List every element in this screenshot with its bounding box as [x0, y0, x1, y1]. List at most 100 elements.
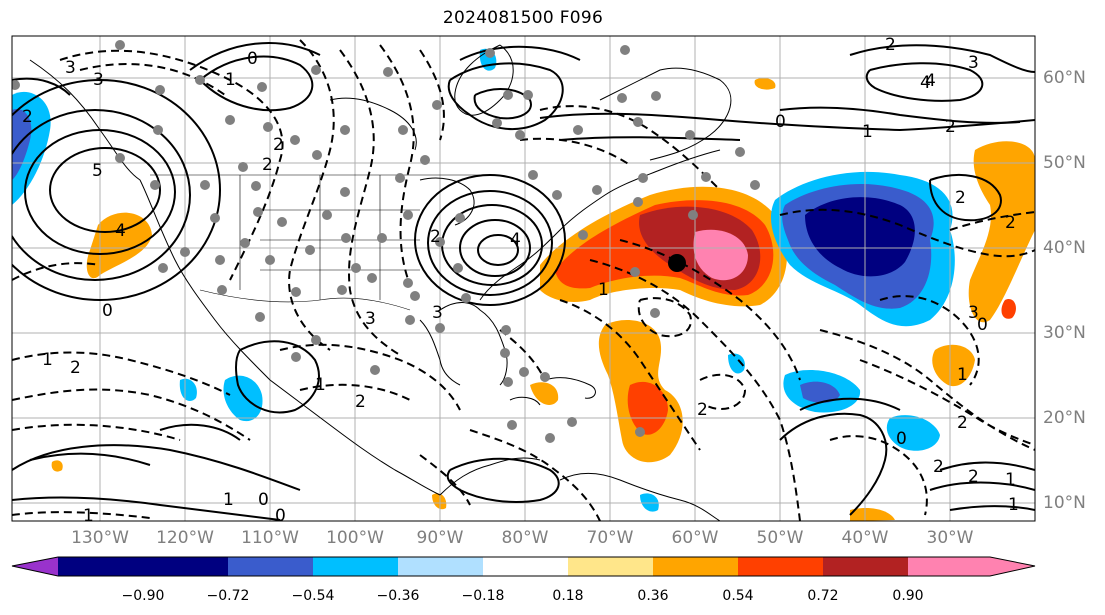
- colorbar-bin: [313, 557, 398, 576]
- contour-label: 4: [925, 71, 936, 91]
- lon-label: 100°W: [326, 528, 384, 548]
- navy-shading-atlantic: [805, 197, 915, 277]
- colorbar-bin: [738, 557, 823, 576]
- contour-label: 3: [65, 58, 76, 78]
- orange-patch-north: [754, 77, 776, 90]
- coastlines: [29, 44, 732, 521]
- blue-core-pacific: [12, 109, 32, 180]
- lon-label: 120°W: [156, 528, 214, 548]
- contour-label: 2: [945, 117, 956, 137]
- contour-label: 2: [885, 35, 896, 55]
- colorbar-tick-label: 0.18: [552, 588, 584, 604]
- colorbar-tick-label: −0.90: [121, 588, 165, 604]
- contour-label: 1: [83, 506, 94, 526]
- contour-label: 1: [1008, 495, 1019, 515]
- lon-label: 130°W: [71, 528, 129, 548]
- colorbar-extend-high: [990, 557, 1035, 576]
- contour-label: 3: [968, 303, 979, 323]
- blue-patch-central: [728, 353, 745, 374]
- contour-label: 1: [223, 490, 234, 510]
- solid-contours: [12, 42, 1035, 521]
- red-spot-east: [1001, 299, 1016, 319]
- contour-label: 3: [93, 70, 104, 90]
- lat-label: 30°N: [1043, 323, 1086, 343]
- contour-label: 1: [42, 350, 53, 370]
- contour-label: 2: [430, 227, 441, 247]
- colorbar-tick-label: −0.18: [461, 588, 505, 604]
- contour-label: 3: [365, 309, 376, 329]
- blue-patch-mexico: [223, 375, 263, 422]
- contour-label: 4: [510, 230, 521, 250]
- storm-location-marker: [668, 254, 686, 272]
- contour-label: 1: [1005, 470, 1016, 490]
- orange-shading-east: [968, 141, 1035, 323]
- colorbar-tick-label: 0.72: [807, 588, 839, 604]
- contour-label: 2: [262, 155, 273, 175]
- colorbar-tick-label: −0.54: [291, 588, 335, 604]
- contour-label: 0: [775, 112, 786, 132]
- contour-label: 2: [355, 392, 366, 412]
- contour-label: 2: [273, 135, 284, 155]
- map-title: 2024081500 F096: [442, 8, 604, 28]
- contour-label: 1: [598, 280, 609, 300]
- orange-patch-south: [850, 508, 895, 521]
- colorbar: [11, 556, 1036, 577]
- colorbar-tick-label: 0.90: [892, 588, 924, 604]
- orange-patch-pacific-se: [432, 493, 447, 510]
- contour-label: 4: [920, 73, 931, 93]
- contour-label: 3: [432, 303, 443, 323]
- contour-label: 2: [955, 188, 966, 208]
- contour-label: 0: [102, 301, 113, 321]
- lon-label: 40°W: [841, 528, 889, 548]
- lat-label: 10°N: [1043, 493, 1086, 513]
- contour-labels: 3 2 1 0 2 2 2 3 5 4 4 3 0 2 1 2 3 1 2 0 …: [22, 35, 1019, 526]
- colorbar-bin: [58, 557, 143, 576]
- lon-label: 60°W: [671, 528, 719, 548]
- contour-label: 4: [115, 221, 126, 241]
- dashed-contours: [12, 39, 1035, 521]
- contour-label: 2: [968, 467, 979, 487]
- orange-spot-east: [932, 344, 975, 387]
- colorbar-tick-label: 0.36: [637, 588, 669, 604]
- blue-patch-pacific2: [179, 378, 197, 401]
- orange-patch-caribbean: [530, 382, 559, 405]
- lon-label: 70°W: [586, 528, 634, 548]
- colorbar-bin: [568, 557, 653, 576]
- orange-patch-pacific-south: [51, 460, 63, 472]
- colorbar-bin: [908, 557, 990, 576]
- colorbar-tick-label: −0.36: [376, 588, 420, 604]
- station-dots: [12, 40, 760, 443]
- lon-label: 80°W: [501, 528, 549, 548]
- contour-label: 2: [697, 400, 708, 420]
- red-shading-subtropics: [627, 381, 668, 435]
- contour-label: 3: [968, 53, 979, 73]
- contour-label: 2: [22, 107, 33, 127]
- colorbar-bin: [398, 557, 483, 576]
- colorbar-bin: [823, 557, 908, 576]
- blue-patch-east: [886, 415, 940, 451]
- lon-label: 110°W: [241, 528, 299, 548]
- contour-label: 0: [258, 490, 269, 510]
- contour-label: 0: [977, 315, 988, 335]
- lat-label: 40°N: [1043, 238, 1086, 258]
- lat-label: 60°N: [1043, 68, 1086, 88]
- contour-label: 2: [70, 358, 81, 378]
- lon-label: 50°W: [756, 528, 804, 548]
- colorbar-bin: [228, 557, 313, 576]
- contour-label: 0: [247, 49, 258, 69]
- colorbar-bin: [483, 557, 568, 576]
- contour-label: 1: [225, 70, 236, 90]
- map-frame: [11, 35, 1036, 522]
- lat-label: 50°N: [1043, 153, 1086, 173]
- contour-label: 5: [92, 161, 103, 181]
- colorbar-extend-low: [12, 557, 58, 576]
- contour-label: 1: [315, 375, 326, 395]
- colorbar-outline: [11, 556, 1036, 577]
- lon-label: 30°W: [926, 528, 974, 548]
- contour-label: 2: [957, 413, 968, 433]
- lon-label: 90°W: [416, 528, 464, 548]
- pink-shading-atlantic: [693, 229, 748, 281]
- contour-label: 1: [862, 122, 873, 142]
- medblue-patch-subtropics: [800, 381, 840, 403]
